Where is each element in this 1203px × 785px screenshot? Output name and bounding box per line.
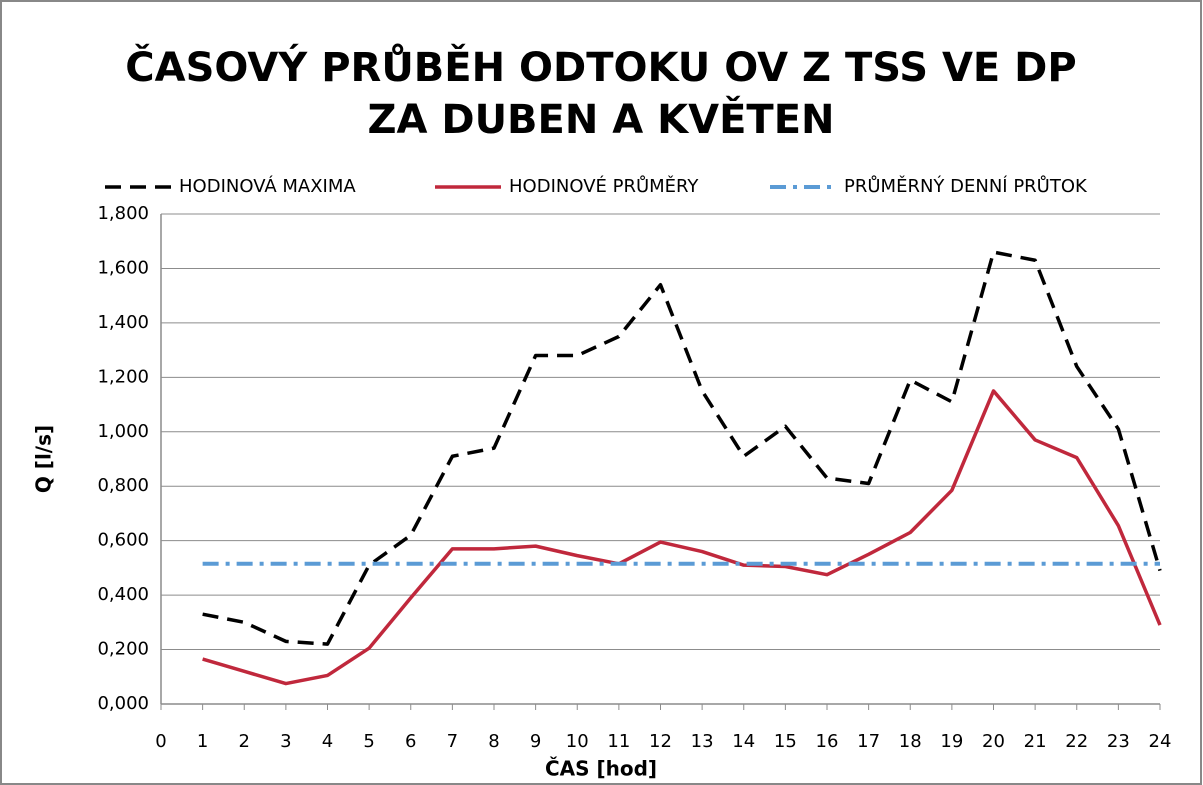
y-tick-label: 1,400: [97, 312, 149, 333]
x-tick-label: 14: [732, 731, 755, 752]
x-tick-label: 6: [405, 731, 416, 752]
legend-label: PRŮMĚRNÝ DENNÍ PRŮTOK: [844, 175, 1088, 197]
series-line: [202, 250, 1162, 646]
y-tick-label: 1,600: [97, 257, 149, 278]
x-tick-label: 21: [1024, 731, 1047, 752]
x-tick-label: 19: [940, 731, 963, 752]
x-tick-label: 24: [1149, 731, 1172, 752]
x-tick-label: 2: [239, 731, 250, 752]
y-tick-label: 0,000: [97, 693, 149, 714]
legend-label: HODINOVÁ MAXIMA: [179, 175, 356, 197]
chart-title: ČASOVÝ PRŮBĚH ODTOKU OV Z TSS VE DP: [125, 42, 1076, 91]
y-tick-label: 0,600: [97, 530, 149, 551]
y-tick-label: 1,200: [97, 366, 149, 387]
x-tick-label: 20: [982, 731, 1005, 752]
x-tick-label: 9: [530, 731, 541, 752]
series-line: [202, 389, 1162, 686]
x-tick-label: 1: [197, 731, 208, 752]
x-tick-label: 23: [1107, 731, 1130, 752]
x-axis-label: ČAS [hod]: [545, 757, 657, 781]
x-tick-label: 0: [155, 731, 166, 752]
x-tick-label: 15: [774, 731, 797, 752]
y-tick-label: 0,800: [97, 475, 149, 496]
y-tick-label: 0,400: [97, 584, 149, 605]
y-tick-label: 1,000: [97, 421, 149, 442]
x-tick-label: 10: [566, 731, 589, 752]
chart-title: ZA DUBEN A KVĚTEN: [367, 95, 834, 143]
x-tick-label: 3: [280, 731, 291, 752]
x-tick-label: 4: [322, 731, 333, 752]
x-tick-label: 7: [447, 731, 458, 752]
x-tick-label: 16: [816, 731, 839, 752]
y-axis-label: Q [l/s]: [32, 425, 56, 493]
x-tick-label: 11: [607, 731, 630, 752]
x-tick-label: 22: [1065, 731, 1088, 752]
legend-label: HODINOVÉ PRŮMĚRY: [509, 175, 699, 197]
x-tick-label: 18: [899, 731, 922, 752]
x-tick-label: 17: [857, 731, 880, 752]
x-tick-label: 12: [649, 731, 672, 752]
x-tick-label: 13: [691, 731, 714, 752]
x-tick-label: 8: [488, 731, 499, 752]
x-tick-label: 5: [363, 731, 374, 752]
y-tick-label: 0,200: [97, 639, 149, 660]
y-tick-label: 1,800: [97, 203, 149, 224]
